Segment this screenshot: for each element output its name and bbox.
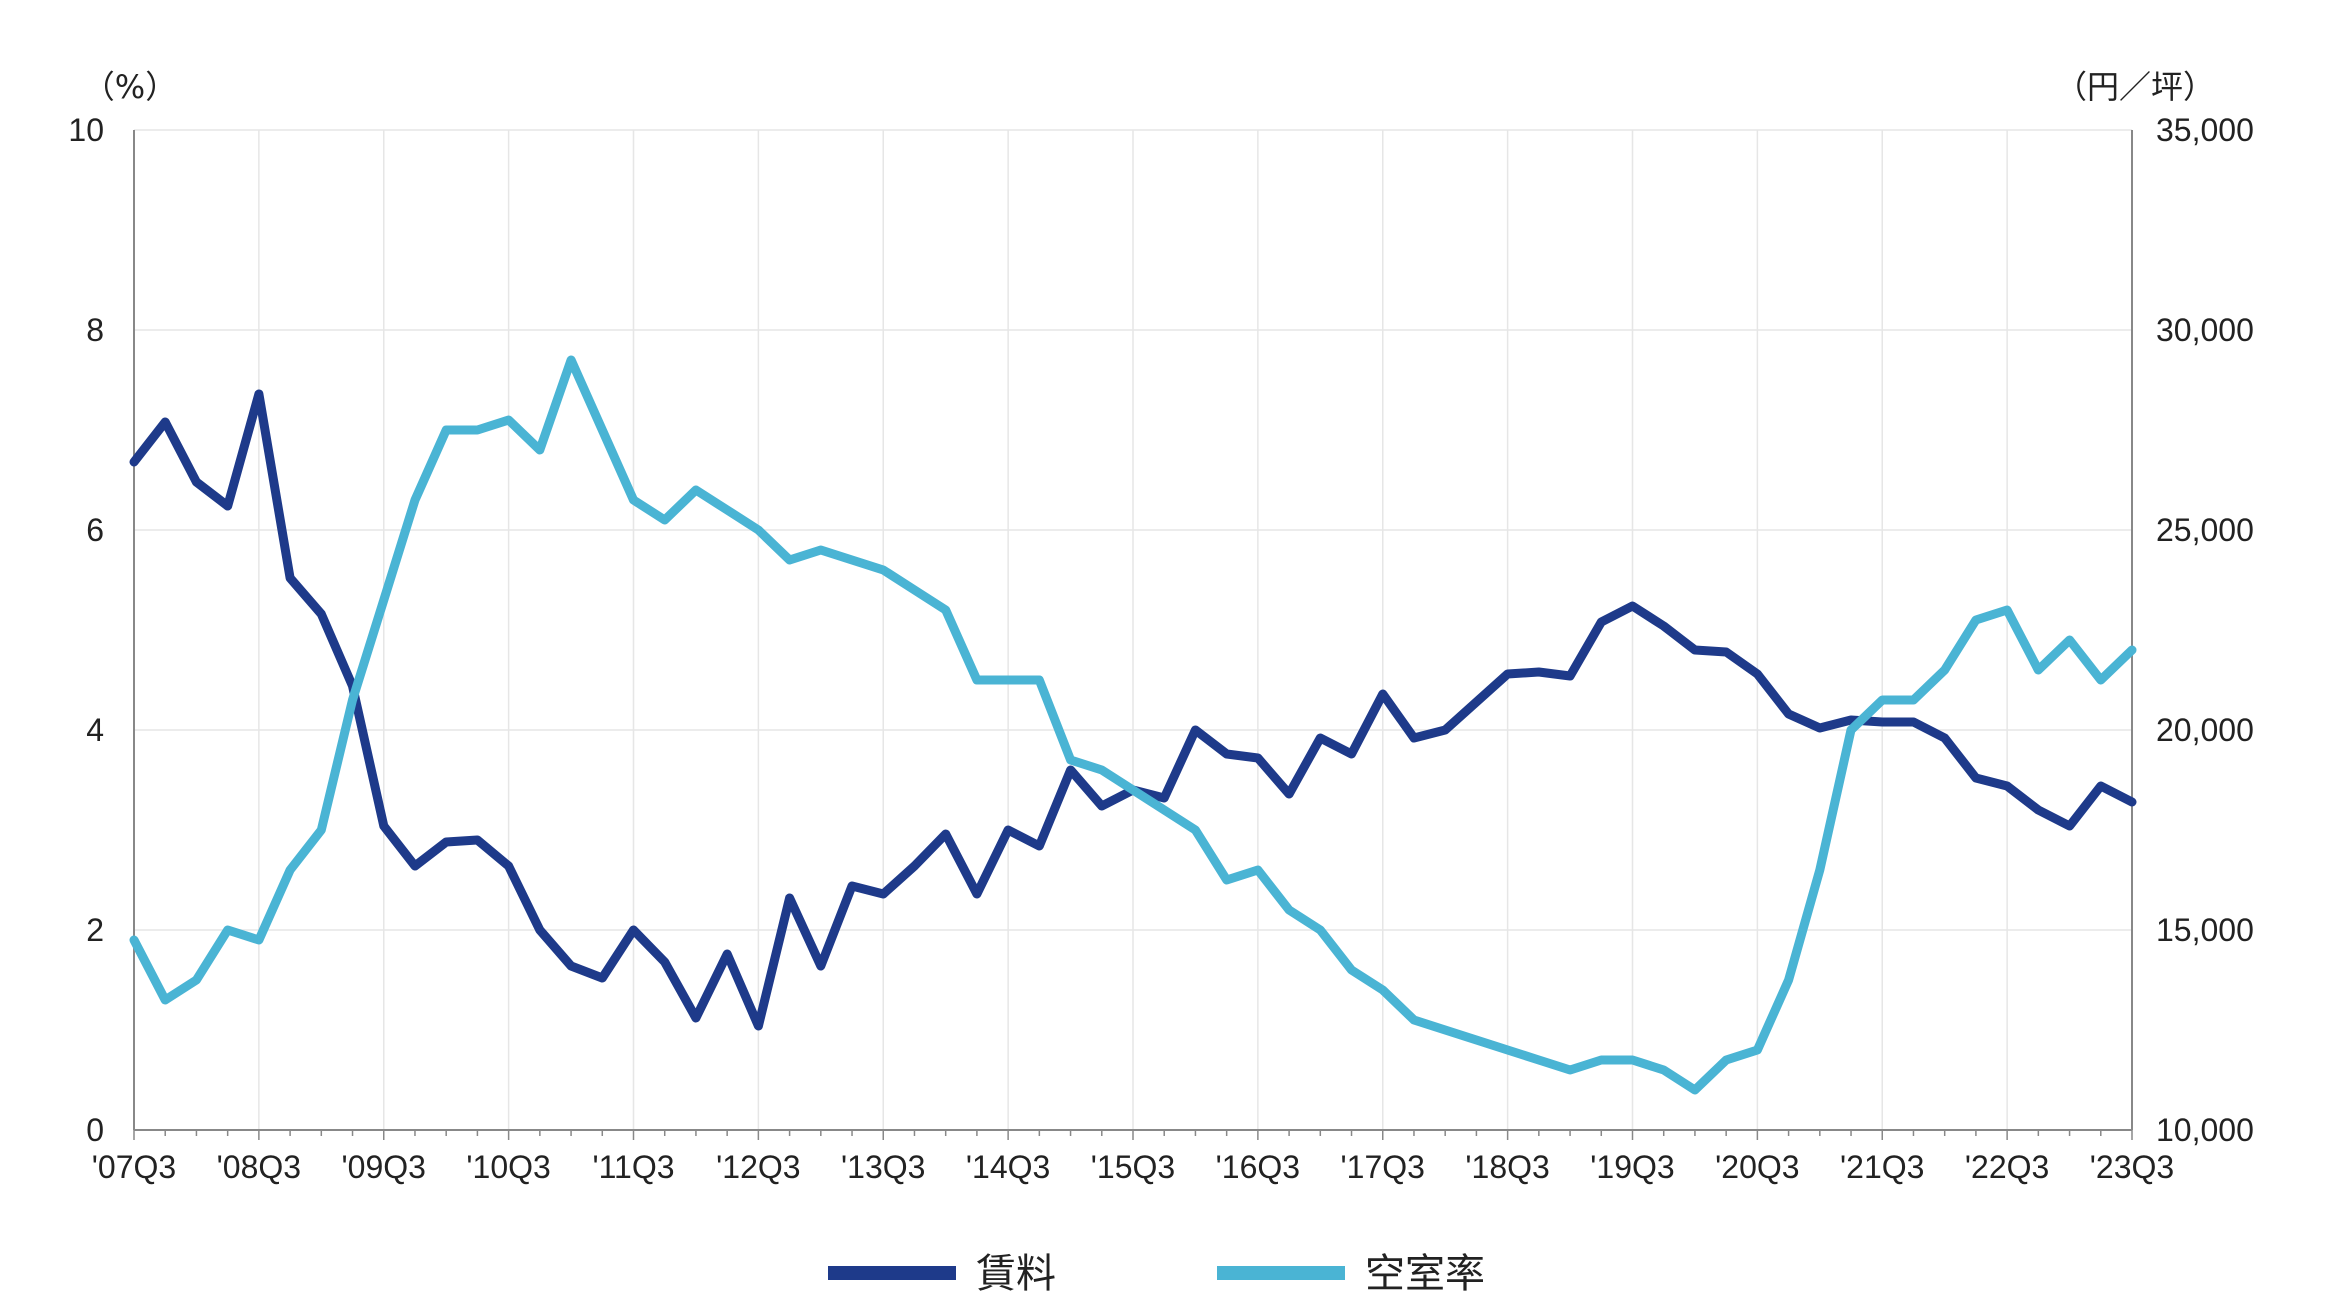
x-tick-label: '11Q3 — [592, 1149, 674, 1185]
right-axis-unit: （円／坪） — [2055, 68, 2215, 106]
x-tick-label: '15Q3 — [1091, 1149, 1175, 1185]
x-tick-label: '20Q3 — [1715, 1149, 1799, 1185]
right-tick-label: 30,000 — [2156, 312, 2254, 348]
labels: 0 2 4 6 8 10 10,000 15,000 20,000 25,000 30,000 35,… — [68, 68, 2253, 1185]
x-tick-label: '12Q3 — [716, 1149, 800, 1185]
left-tick-label: 0 — [86, 1112, 104, 1148]
x-tick-label: '21Q3 — [1840, 1149, 1924, 1185]
right-tick-label: 25,000 — [2156, 512, 2254, 548]
right-tick-label: 35,000 — [2156, 112, 2254, 148]
x-tick-label: '23Q3 — [2090, 1149, 2174, 1185]
left-axis-unit: （%） — [83, 68, 177, 106]
left-tick-label: 10 — [68, 112, 104, 148]
legend-label: 空室率 — [1365, 1251, 1485, 1297]
grid — [134, 129, 2132, 1130]
right-tick-label: 15,000 — [2156, 912, 2254, 948]
left-tick-label: 6 — [86, 512, 104, 548]
left-tick-label: 4 — [86, 712, 104, 748]
x-tick-label: '16Q3 — [1216, 1149, 1300, 1185]
legend-label: 賃料 — [976, 1251, 1056, 1297]
x-tick-label: '17Q3 — [1341, 1149, 1425, 1185]
x-tick-label: '19Q3 — [1590, 1149, 1674, 1185]
x-tick-label: '13Q3 — [841, 1149, 925, 1185]
series-line-vacancy — [129, 355, 2137, 1095]
x-tick-label: '14Q3 — [966, 1149, 1050, 1185]
left-tick-label: 8 — [86, 312, 104, 348]
axes — [133, 130, 2133, 1140]
x-tick-label: '22Q3 — [1965, 1149, 2049, 1185]
x-tick-label: '08Q3 — [217, 1149, 301, 1185]
x-tick-label: '07Q3 — [92, 1149, 176, 1185]
x-tick-label: '09Q3 — [342, 1149, 426, 1185]
right-tick-label: 10,000 — [2156, 1112, 2254, 1148]
right-tick-label: 20,000 — [2156, 712, 2254, 748]
x-tick-label: '18Q3 — [1465, 1149, 1549, 1185]
x-tick-label: '10Q3 — [466, 1149, 550, 1185]
legend: 賃料 空室率 — [828, 1251, 1485, 1297]
series-layer — [129, 355, 2137, 1095]
left-tick-label: 2 — [86, 912, 104, 948]
